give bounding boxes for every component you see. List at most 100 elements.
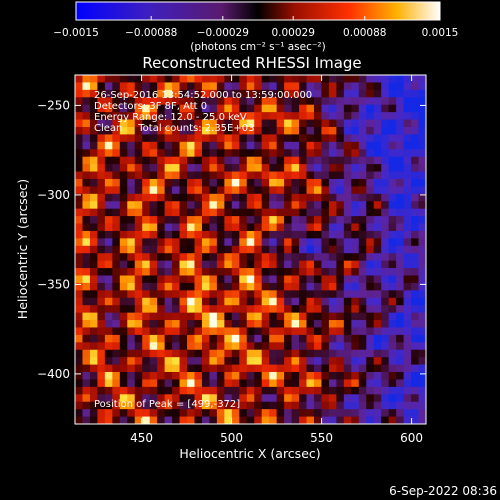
heatmap-cell xyxy=(112,164,121,172)
heatmap-cell xyxy=(231,342,240,351)
heatmap-cell xyxy=(343,320,352,328)
heatmap-cell xyxy=(366,208,375,217)
heatmap-cell xyxy=(403,82,412,91)
heatmap-cell xyxy=(179,342,188,351)
heatmap-cell xyxy=(134,75,143,83)
heatmap-cell xyxy=(358,349,367,358)
heatmap-cell xyxy=(373,260,382,269)
heatmap-cell xyxy=(418,349,426,358)
heatmap-cell xyxy=(142,253,151,262)
heatmap-cell xyxy=(276,186,285,195)
heatmap-cell xyxy=(291,208,300,217)
heatmap-cell xyxy=(366,401,375,410)
heatmap-cell xyxy=(172,386,180,395)
heatmap-cell xyxy=(254,394,263,403)
heatmap-cell xyxy=(239,297,248,306)
heatmap-cell xyxy=(388,305,397,314)
heatmap-cell xyxy=(239,379,248,388)
heatmap-cell xyxy=(366,223,375,232)
heatmap-cell xyxy=(231,223,240,232)
colorbar-ticks: −0.0015 −0.00088 −0.00029 0.00029 0.00088 0.0… xyxy=(53,16,458,39)
heatmap-cell xyxy=(358,260,367,269)
heatmap-cell xyxy=(306,126,315,135)
heatmap-cell xyxy=(157,334,166,343)
heatmap-cell xyxy=(224,245,233,254)
heatmap-cell xyxy=(418,141,426,150)
heatmap-cell xyxy=(269,275,278,284)
heatmap-cell xyxy=(313,141,322,150)
heatmap-cell xyxy=(194,75,203,83)
heatmap-cell xyxy=(321,357,330,365)
heatmap-cell xyxy=(358,193,367,202)
heatmap-cell xyxy=(201,282,210,291)
heatmap-cell xyxy=(142,89,151,98)
heatmap-cell xyxy=(216,282,225,291)
heatmap-cell xyxy=(239,386,248,395)
heatmap-cell xyxy=(284,126,292,135)
heatmap-cell xyxy=(299,126,307,135)
heatmap-cell xyxy=(388,112,397,120)
heatmap-cell xyxy=(194,268,203,276)
heatmap-cell xyxy=(396,238,404,247)
heatmap-cell xyxy=(246,372,255,380)
heatmap-cell xyxy=(291,193,300,202)
heatmap-cell xyxy=(373,89,382,98)
heatmap-cell xyxy=(388,297,397,306)
heatmap-cell xyxy=(418,193,426,202)
heatmap-cell xyxy=(246,245,255,254)
heatmap-cell xyxy=(328,89,337,98)
heatmap-cell xyxy=(187,297,195,306)
heatmap-cell xyxy=(134,245,143,254)
heatmap-cell xyxy=(276,149,285,158)
heatmap-cell xyxy=(142,349,151,358)
heatmap-cell xyxy=(284,349,292,358)
heatmap-cell xyxy=(291,312,300,321)
heatmap-cell xyxy=(104,104,113,113)
heatmap-cell xyxy=(313,104,322,113)
heatmap-cell xyxy=(313,334,322,343)
heatmap-cell xyxy=(231,216,240,224)
heatmap-cell xyxy=(291,357,300,365)
heatmap-cell xyxy=(373,193,382,202)
heatmap-cell xyxy=(142,126,151,135)
heatmap-cell xyxy=(254,193,263,202)
heatmap-cell xyxy=(231,260,240,269)
heatmap-cell xyxy=(291,75,300,83)
heatmap-cell xyxy=(194,312,203,321)
heatmap-cell xyxy=(194,126,203,135)
heatmap-cell xyxy=(119,327,128,336)
heatmap-cell xyxy=(231,327,240,336)
heatmap-cell xyxy=(261,186,270,195)
heatmap-cell xyxy=(164,364,173,373)
heatmap-cell xyxy=(291,119,300,128)
heatmap-cell xyxy=(336,394,345,403)
heatmap-cell xyxy=(187,320,195,328)
heatmap-cell xyxy=(231,149,240,158)
heatmap-cell xyxy=(373,112,382,120)
heatmap-cell xyxy=(254,320,263,328)
heatmap-cell xyxy=(284,201,292,210)
heatmap-cell xyxy=(187,75,195,83)
heatmap-cell xyxy=(366,342,375,351)
heatmap-cell xyxy=(134,268,143,276)
heatmap-cell xyxy=(261,416,270,424)
heatmap-cell xyxy=(119,297,128,306)
heatmap-cell xyxy=(127,394,136,403)
heatmap-cell xyxy=(299,282,307,291)
heatmap-cell xyxy=(411,112,419,120)
heatmap-cell xyxy=(366,379,375,388)
heatmap-cell xyxy=(75,126,83,135)
heatmap-cell xyxy=(388,141,397,150)
heatmap-cell xyxy=(366,134,375,143)
plot-frame xyxy=(74,74,427,425)
heatmap-cell xyxy=(261,171,270,180)
heatmap-cell xyxy=(373,342,382,351)
heatmap-cell xyxy=(343,223,352,232)
heatmap-cell xyxy=(246,268,255,276)
heatmap-cell xyxy=(157,245,166,254)
heatmap-cell xyxy=(299,97,307,106)
heatmap-cell xyxy=(112,275,121,284)
heatmap-cell xyxy=(306,112,315,120)
heatmap-cell xyxy=(201,275,210,284)
heatmap-cell xyxy=(313,253,322,262)
